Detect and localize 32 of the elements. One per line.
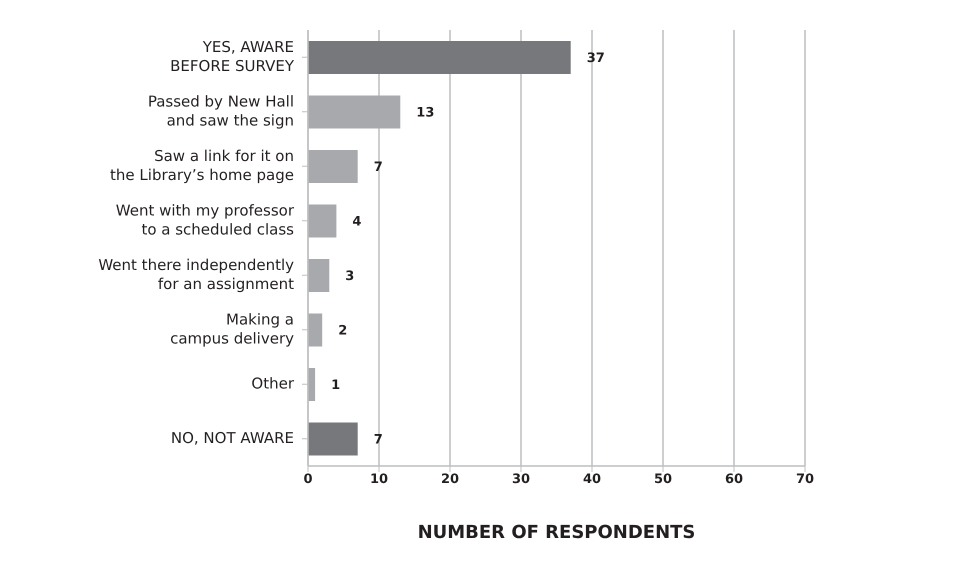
data-label: 1	[331, 378, 340, 394]
y-tick-label: Went there independently for an assignment	[98, 256, 294, 293]
data-label: 7	[374, 432, 383, 448]
x-tick-label: 20	[440, 472, 460, 488]
y-tick-label: Passed by New Hall and saw the sign	[148, 92, 294, 130]
bar	[308, 259, 330, 292]
x-tick-label: 40	[582, 472, 602, 488]
bar	[308, 41, 571, 74]
x-tick-label: 0	[303, 472, 313, 488]
bar	[308, 150, 358, 183]
y-tick-label: Saw a link for it on the Library’s home page	[110, 146, 294, 184]
x-tick-label: 70	[796, 472, 814, 488]
y-tick-label: YES, AWARE BEFORE SURVEY	[170, 38, 295, 75]
bar	[308, 422, 358, 456]
bar	[308, 96, 400, 128]
data-label: 13	[416, 106, 434, 121]
y-tick-label: Making a campus delivery	[170, 310, 294, 348]
y-tick-label: Went with my professor to a scheduled class	[116, 201, 295, 238]
x-axis-title: NUMBER OF RESPONDENTS	[418, 522, 696, 543]
x-tick-label: 60	[724, 472, 744, 488]
y-tick-label: Other	[251, 374, 295, 392]
data-label: 7	[374, 160, 383, 176]
data-label: 4	[352, 214, 362, 230]
bar	[308, 314, 322, 346]
x-tick-label: 10	[370, 472, 388, 488]
x-tick-label: 50	[654, 472, 672, 488]
x-tick-label: 30	[512, 472, 530, 488]
y-tick-label: NO, NOT AWARE	[170, 428, 294, 447]
data-label: 3	[345, 269, 354, 284]
data-label: 37	[586, 51, 605, 66]
bar	[308, 204, 336, 238]
data-label: 2	[338, 324, 348, 339]
